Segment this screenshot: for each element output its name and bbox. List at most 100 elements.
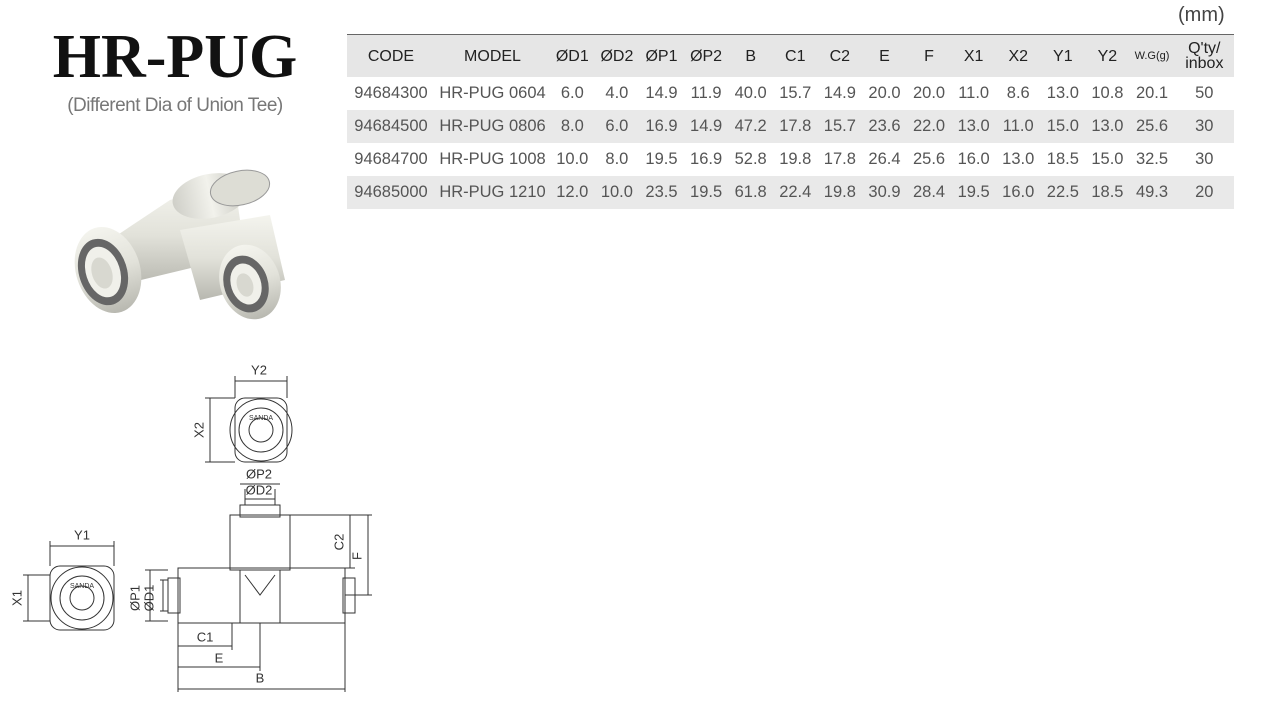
- table-cell: 6.0: [560, 84, 584, 102]
- column-header: ØP2: [683, 34, 729, 77]
- column-header: ØP1: [639, 34, 684, 77]
- table-cell: 94684500: [347, 110, 435, 143]
- unit-label: (mm): [1178, 4, 1225, 26]
- table-cell: 4.0: [605, 84, 629, 102]
- drawing-label: X2: [191, 422, 206, 438]
- table-cell: 13.0: [1002, 150, 1035, 168]
- table-cell: HR-PUG 1008: [439, 150, 546, 168]
- table-cell: 40.0: [734, 84, 767, 102]
- table-cell: 14.9: [645, 84, 678, 102]
- drawing-label: ØD2: [246, 482, 273, 497]
- table-cell: 10.0: [594, 176, 640, 209]
- table-cell: 30.9: [862, 176, 907, 209]
- table-cell: 19.8: [817, 176, 863, 209]
- technical-drawing: [23, 376, 372, 692]
- drawing-label: C2: [331, 534, 346, 551]
- table-cell: 15.7: [817, 110, 863, 143]
- table-row: 94684300 HR-PUG 0604 6.0 4.0 14.9 11.9 40.0 15.…: [347, 77, 1234, 110]
- product-photo: [74, 169, 285, 320]
- table-cell: 94684700: [354, 150, 428, 168]
- table-cell: 18.5: [1085, 176, 1130, 209]
- drawing-label: E: [215, 650, 224, 665]
- table-cell: 23.6: [862, 110, 907, 143]
- table-cell: 61.8: [728, 176, 773, 209]
- column-header: X1: [951, 34, 996, 77]
- table-cell: 16.0: [995, 176, 1041, 209]
- table-cell: 11.9: [690, 84, 722, 102]
- table-cell: 18.5: [1046, 150, 1079, 168]
- table-cell: 22.5: [1040, 176, 1086, 209]
- table-cell: 22.0: [906, 110, 952, 143]
- column-header: ØD2: [594, 34, 640, 77]
- table-cell: 13.0: [951, 110, 996, 143]
- table-cell: 20.0: [912, 84, 946, 102]
- table-cell: 12.0: [550, 176, 595, 209]
- drawing-label: X1: [9, 590, 24, 606]
- table-cell: 25.6: [1129, 110, 1175, 143]
- table-cell: 30: [1195, 150, 1214, 168]
- table-cell: 52.8: [734, 150, 767, 168]
- table-cell: 19.5: [951, 176, 996, 209]
- column-header: X2: [995, 34, 1041, 77]
- table-cell: 13.0: [1085, 110, 1130, 143]
- table-cell: 16.9: [690, 150, 723, 168]
- column-header: C1: [772, 34, 818, 77]
- drawing-label: SANDA: [70, 583, 94, 590]
- table-cell: 14.9: [823, 84, 856, 102]
- drawing-label: Y2: [251, 362, 267, 377]
- column-header: C2: [817, 34, 863, 77]
- table-cell: 20.1: [1135, 84, 1169, 102]
- table-cell: HR-PUG 0604: [439, 84, 546, 102]
- table-cell: HR-PUG 0806: [435, 110, 550, 143]
- drawing-label: C1: [197, 629, 214, 644]
- table-cell: 20.0: [868, 84, 901, 102]
- column-header: Q'ty/ inbox: [1174, 34, 1235, 77]
- table-cell: 10.0: [556, 150, 589, 168]
- product-title: HR-PUG: [52, 23, 298, 91]
- table-cell: 16.0: [957, 150, 990, 168]
- table-cell: 30: [1174, 110, 1235, 143]
- drawing-label: ØP1: [127, 585, 142, 611]
- table-cell: 17.8: [823, 150, 856, 168]
- table-cell: 23.5: [639, 176, 684, 209]
- table-cell: 16.9: [639, 110, 684, 143]
- column-header: W.G(g): [1129, 34, 1175, 77]
- table-cell: 8.0: [605, 150, 629, 168]
- column-header: Y1: [1040, 34, 1086, 77]
- table-cell: 26.4: [868, 150, 901, 168]
- table-cell: 6.0: [594, 110, 640, 143]
- table-cell: HR-PUG 1210: [435, 176, 550, 209]
- drawing-label: ØD1: [141, 585, 156, 612]
- table-row: 94684700 HR-PUG 1008 10.0 8.0 19.5 16.9 52.8 19…: [347, 143, 1234, 176]
- column-header: MODEL: [435, 34, 550, 77]
- table-cell: 19.5: [645, 150, 678, 168]
- table-cell: 17.8: [772, 110, 818, 143]
- drawing-label: ØP2: [246, 466, 272, 481]
- table-cell: 25.6: [912, 150, 946, 168]
- table-cell: 49.3: [1129, 176, 1175, 209]
- drawing-label: Y1: [74, 527, 90, 542]
- drawing-label: SANDA: [249, 415, 273, 422]
- table-cell: 94684300: [354, 84, 428, 102]
- table-cell: 19.5: [683, 176, 729, 209]
- column-header: F: [906, 34, 952, 77]
- table-cell: 50: [1195, 84, 1214, 102]
- table-cell: 15.0: [1040, 110, 1086, 143]
- column-header: B: [728, 34, 773, 77]
- table-cell: 8.0: [550, 110, 595, 143]
- table-cell: 11.0: [995, 110, 1041, 143]
- table-cell: 22.4: [772, 176, 818, 209]
- table-cell: 47.2: [728, 110, 773, 143]
- table-row: 94685000 HR-PUG 1210 12.0 10.0 23.5 19.5 61.8 2…: [347, 176, 1235, 209]
- table-cell: 13.0: [1046, 84, 1079, 102]
- table-body: 94684300 HR-PUG 0604 6.0 4.0 14.9 11.9 40.0 15.…: [347, 77, 1235, 209]
- table-row: 94684500 HR-PUG 0806 8.0 6.0 16.9 14.9 47.2 17.…: [347, 110, 1235, 143]
- table-cell: 19.8: [779, 150, 812, 168]
- column-header: E: [862, 34, 907, 77]
- table-cell: 11.0: [958, 84, 990, 102]
- column-header: CODE: [347, 34, 435, 77]
- table-cell: 94685000: [347, 176, 435, 209]
- table-cell: 28.4: [906, 176, 952, 209]
